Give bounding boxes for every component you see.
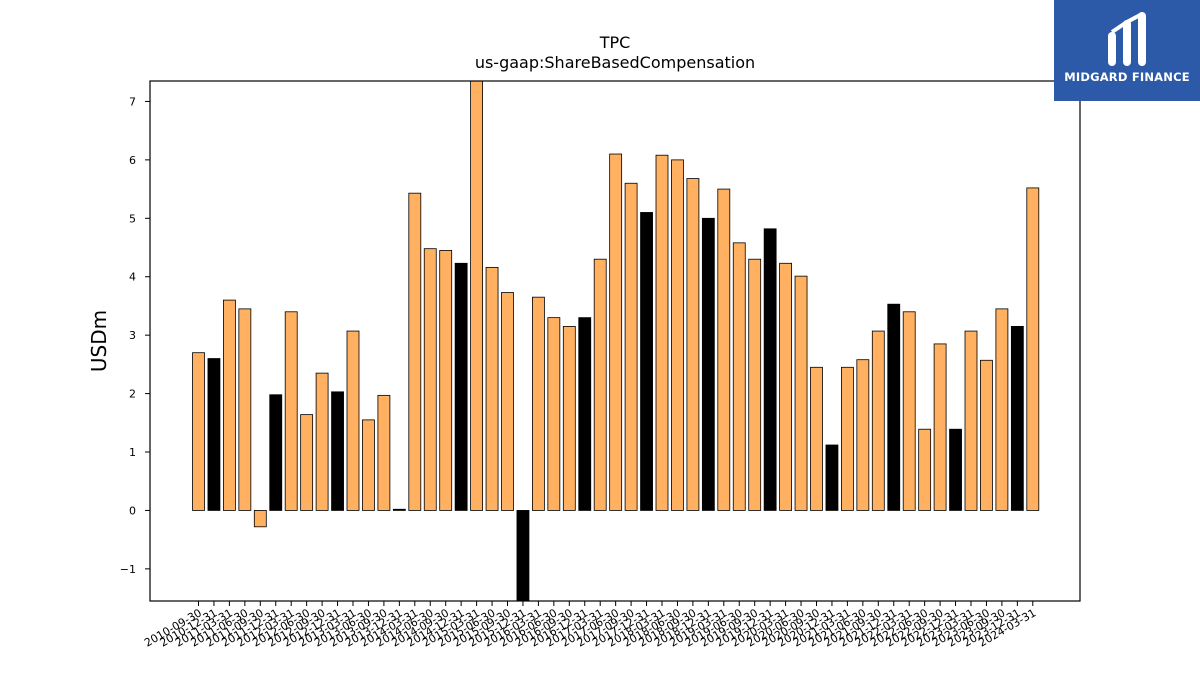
- brand-name: MIDGARD FINANCE: [1064, 70, 1190, 84]
- y-tick-label: 0: [129, 504, 136, 517]
- bar-2022-09-30: [933, 343, 947, 511]
- bar-2021-03-31: [841, 366, 854, 511]
- bar-2020-12-31: [825, 444, 839, 511]
- bar-2023-03-31: [964, 330, 978, 511]
- bar-group: [192, 81, 1040, 601]
- bar-2017-06-30: [609, 153, 623, 511]
- y-tick-label: 7: [129, 95, 136, 108]
- bar-2023-09-30: [995, 308, 1009, 511]
- y-tick-label: 3: [129, 329, 136, 342]
- x-axis-ticks: 2010-09-302010-12-312011-03-312011-06-30…: [142, 601, 1038, 650]
- bar-2011-12-31: [269, 394, 283, 511]
- bar-2024-03-31: [1026, 187, 1040, 511]
- y-axis-label: USDm: [87, 310, 111, 372]
- bar-2015-06-30: [485, 266, 499, 511]
- bar-2011-06-30: [238, 308, 252, 511]
- bar-2016-03-31: [532, 296, 545, 511]
- bar-2014-03-31: [408, 192, 422, 511]
- bar-2012-03-31: [284, 311, 298, 511]
- bar-2020-03-31: [779, 262, 792, 511]
- bar-2020-09-30: [810, 366, 823, 511]
- bar-2021-09-30: [871, 330, 885, 511]
- y-tick-label: 1: [129, 446, 136, 459]
- bar-2017-09-30: [624, 182, 638, 511]
- bar-2016-09-30: [562, 325, 576, 511]
- bar-2017-03-31: [593, 258, 607, 511]
- bar-2023-12-31: [1010, 325, 1024, 511]
- bar-2021-12-31: [887, 303, 901, 511]
- bar-2022-12-31: [949, 428, 962, 511]
- bar-2018-09-30: [686, 178, 700, 511]
- bar-2013-12-31: [392, 508, 406, 511]
- y-tick-label: 4: [129, 271, 136, 284]
- bar-2019-12-31: [763, 228, 777, 511]
- y-tick-label: 2: [129, 388, 136, 401]
- y-tick-label: −1: [120, 563, 136, 576]
- bar-2014-06-30: [423, 248, 437, 511]
- bar-2016-06-30: [547, 317, 561, 511]
- chart-subtitle: us-gaap:ShareBasedCompensation: [475, 53, 755, 72]
- bar-2015-09-30: [501, 292, 514, 511]
- bar-2012-06-30: [300, 414, 314, 511]
- bar-2013-06-30: [362, 419, 375, 511]
- bar-2012-12-31: [331, 391, 344, 511]
- bar-2018-06-30: [671, 159, 684, 511]
- bar-2019-06-30: [732, 242, 746, 511]
- bar-2013-03-31: [346, 330, 360, 511]
- bar-2014-09-30: [439, 250, 453, 511]
- bar-2015-12-31: [516, 510, 530, 601]
- bar-2011-03-31: [222, 299, 236, 511]
- bar-2012-09-30: [315, 372, 329, 511]
- bar-2019-09-30: [748, 258, 762, 511]
- bar-2023-06-30: [980, 359, 993, 511]
- bar-2020-06-30: [794, 275, 808, 511]
- y-tick-label: 5: [129, 212, 136, 225]
- bar-2021-06-30: [856, 359, 870, 511]
- bar-2017-12-31: [640, 212, 653, 511]
- bar-2022-03-31: [902, 311, 916, 511]
- y-axis-ticks: −1 0 1 2 3 4 5 6 7: [120, 95, 150, 576]
- bar-2010-09-30: [192, 352, 205, 511]
- bar-2016-12-31: [578, 317, 592, 511]
- y-tick-label: 6: [129, 154, 136, 167]
- bar-2022-06-30: [918, 428, 932, 511]
- bar-2014-12-31: [454, 262, 468, 511]
- bar-2019-03-31: [717, 188, 731, 511]
- bar-2015-03-31: [470, 81, 484, 511]
- chart-title: TPC: [599, 33, 631, 52]
- bar-2018-12-31: [701, 217, 715, 511]
- bar-2013-09-30: [377, 394, 391, 511]
- bar-2018-03-31: [655, 154, 669, 511]
- midgard-logo-icon: [1108, 12, 1146, 66]
- bar-2011-09-30: [253, 510, 267, 528]
- plot-frame: [149, 80, 1081, 602]
- brand-logo: MIDGARD FINANCE: [1054, 0, 1200, 101]
- bar-2010-12-31: [207, 358, 221, 511]
